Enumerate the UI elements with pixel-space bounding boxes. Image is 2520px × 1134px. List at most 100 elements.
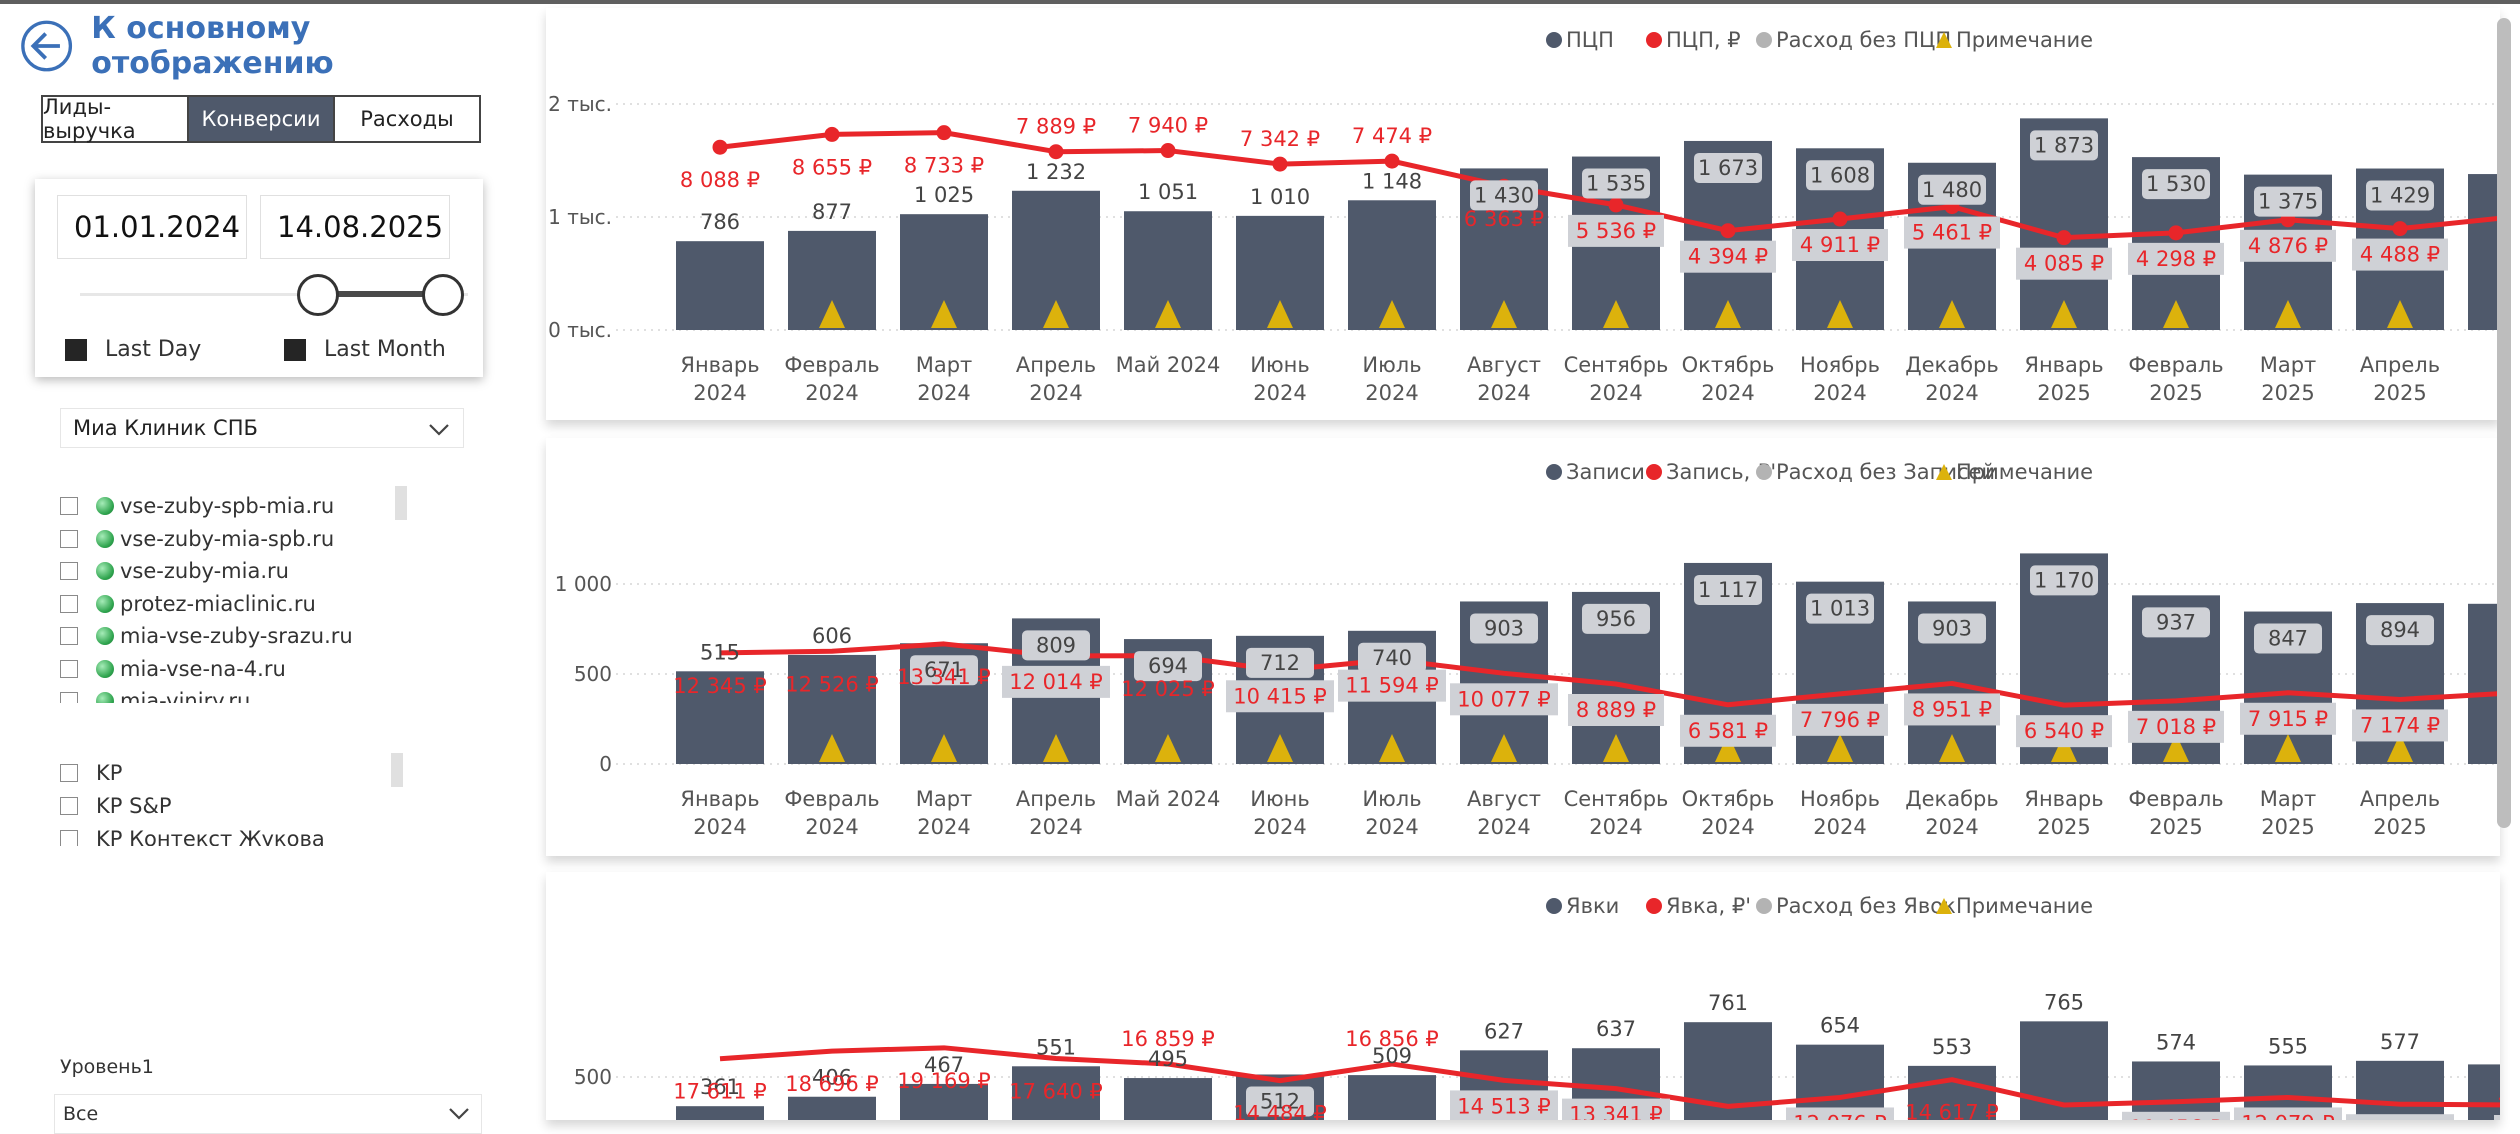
list-item[interactable]: mia-vse-na-4.ru [60, 653, 420, 686]
line-label: 11 594 ₽ [1345, 674, 1439, 698]
line-label-pill [2016, 715, 2112, 748]
site-label: vse-zuby-mia-spb.ru [120, 526, 335, 551]
note-triangle-icon [1155, 734, 1181, 762]
value-label: 509 [1372, 1044, 1412, 1068]
level-dropdown[interactable]: Все [54, 1094, 482, 1134]
list-item[interactable]: vse-zuby-spb-mia.ru [60, 490, 420, 523]
value-label-pill [2030, 565, 2098, 596]
value-label: 894 [2380, 618, 2420, 642]
line-label: 5 461 ₽ [1912, 221, 1992, 245]
x-tick-label: Апрель [2360, 787, 2440, 811]
site-checkbox[interactable] [60, 627, 78, 646]
date-from-input[interactable]: 01.01.2024 [57, 195, 247, 259]
appointments-chart: Записи Запись, ₽' Расход без ЗаписейПримеч… [555, 460, 2520, 839]
note-triangle-icon [1379, 300, 1405, 328]
value-label: 1 010 [1250, 185, 1310, 209]
legend-entry: ПЦП [1566, 28, 1614, 52]
x-tick-label: Март [2260, 353, 2317, 377]
line-label: 4 488 ₽ [2360, 243, 2440, 267]
note-triangle-icon [2163, 734, 2189, 762]
line-label: 8 655 ₽ [792, 155, 872, 179]
line-label: 7 174 ₽ [2360, 713, 2440, 737]
line-label-pill [1680, 714, 1776, 747]
bar [2468, 603, 2500, 764]
campaign-checkbox[interactable] [60, 763, 78, 782]
list-item[interactable]: KP S&P [60, 789, 420, 822]
campaign-label: KP [96, 760, 123, 785]
line-label: 12 014 ₽ [1009, 670, 1103, 694]
value-label: 606 [812, 624, 852, 648]
value-label: 553 [1932, 1035, 1972, 1059]
value-label-pill [2030, 130, 2098, 161]
date-to-input[interactable]: 14.08.2025 [260, 195, 450, 259]
value-label: 1 480 [1922, 178, 1982, 202]
legend-triangle-icon [1936, 898, 1952, 914]
line-label-pill [1792, 703, 1888, 736]
value-label-pill [1582, 168, 1650, 199]
last-day-option[interactable]: Last Day [65, 337, 201, 362]
value-label: 1 530 [2146, 172, 2206, 196]
last-month-checkbox[interactable] [284, 338, 306, 361]
x-tick-label: 2024 [805, 381, 858, 405]
value-label: 654 [1820, 1014, 1860, 1038]
value-label: 956 [1596, 607, 1636, 631]
list-item[interactable]: vse-zuby-mia.ru [60, 555, 420, 588]
list-item[interactable]: mia-viniry.ru [60, 685, 420, 703]
list-item[interactable]: KP Контекст Жукова [60, 822, 420, 846]
site-checkbox[interactable] [60, 529, 78, 548]
list-item[interactable]: mia-vse-zuby-srazu.ru [60, 620, 420, 653]
legend-dot-icon [1756, 464, 1772, 480]
x-tick-label: Сентябрь [1564, 353, 1669, 377]
list-item[interactable]: protez-miaclinic.ru [60, 588, 420, 621]
list-item[interactable]: KP [60, 756, 420, 789]
site-checkbox[interactable] [60, 659, 78, 678]
value-label-pill [1806, 593, 1874, 624]
value-label: 1 608 [1810, 163, 1870, 187]
line-point [936, 125, 952, 141]
value-label-pill [910, 655, 978, 686]
site-checkbox[interactable] [60, 562, 78, 581]
date-slider-start-handle[interactable] [297, 274, 339, 316]
line-label: 14 513 ₽ [1457, 1094, 1551, 1118]
value-label: 671 [924, 658, 964, 682]
campaign-checkbox[interactable] [60, 829, 78, 846]
date-slider-track[interactable] [80, 293, 468, 296]
bar [676, 671, 764, 764]
note-triangle-icon [1155, 300, 1181, 328]
last-day-checkbox[interactable] [65, 338, 87, 361]
line-label: 18 696 ₽ [785, 1072, 879, 1096]
tab-leads-revenue[interactable]: Лиды-выручка [41, 95, 189, 143]
line-label-pill [2016, 247, 2112, 280]
note-triangle-icon [1043, 734, 1069, 762]
campaign-checkbox[interactable] [60, 796, 78, 815]
list-item[interactable]: vse-zuby-mia-spb.ru [60, 523, 420, 556]
line-label: 17 640 ₽ [1009, 1080, 1103, 1104]
tab-expenses[interactable]: Расходы [333, 95, 481, 143]
x-tick-label: Август [1467, 353, 1541, 377]
page-scrollbar[interactable] [2497, 18, 2511, 828]
x-tick-label: Октябрь [1682, 353, 1775, 377]
line-label: 7 889 ₽ [1016, 115, 1096, 139]
value-label: 512 [1260, 1089, 1300, 1113]
date-slider-end-handle[interactable] [422, 274, 464, 316]
value-label: 1 535 [1586, 172, 1646, 196]
back-arrow-icon [21, 20, 73, 72]
site-checkbox[interactable] [60, 692, 78, 703]
x-tick-label: Сентябрь [1564, 787, 1669, 811]
x-tick-label: Май 2024 [1116, 353, 1221, 377]
value-label: 467 [924, 1053, 964, 1077]
line-label-pill [2128, 710, 2224, 743]
last-month-option[interactable]: Last Month [284, 337, 446, 362]
tab-conversions[interactable]: Конверсии [187, 95, 335, 143]
site-list-scrollbar[interactable] [395, 486, 407, 520]
site-checkbox[interactable] [60, 497, 78, 516]
note-triangle-icon [819, 734, 845, 762]
legend-dot-icon [1756, 898, 1772, 914]
campaign-list-scrollbar[interactable] [391, 753, 403, 787]
line-label-pill [1002, 665, 1110, 698]
x-tick-label: 2025 [2261, 381, 2314, 405]
clinic-dropdown[interactable]: Миа Клиник СПБ [60, 408, 464, 448]
back-to-main-button[interactable]: К основному отображению [20, 11, 540, 81]
site-checkbox[interactable] [60, 594, 78, 613]
value-label-pill [1470, 180, 1538, 211]
